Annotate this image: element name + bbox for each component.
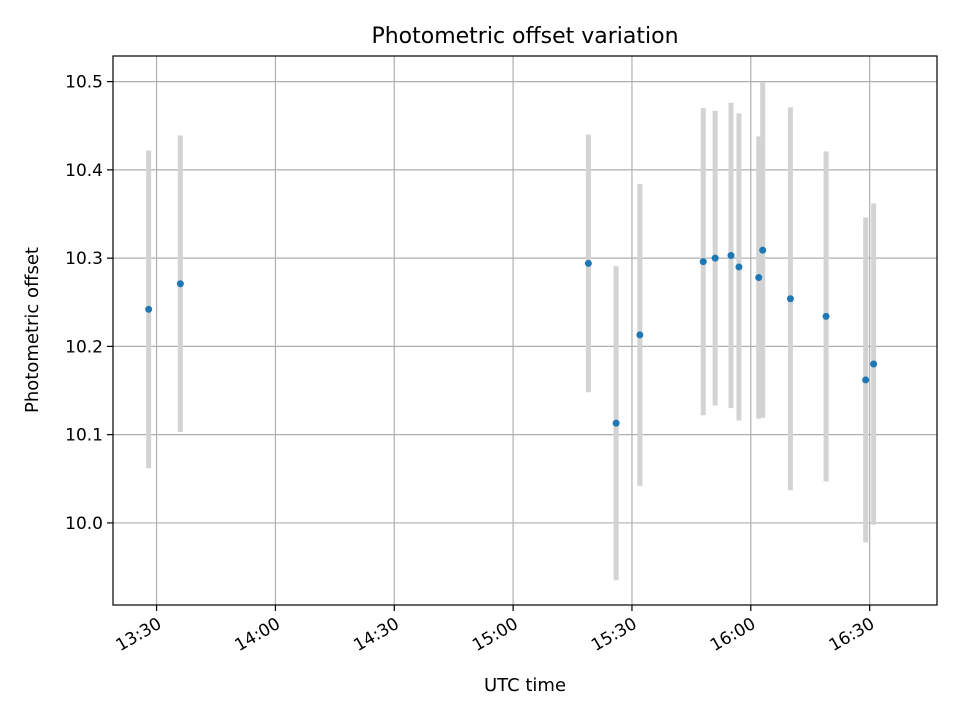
x-tick-label: 16:30 xyxy=(826,614,878,656)
x-tick-label: 13:30 xyxy=(113,614,165,656)
data-point xyxy=(822,312,830,320)
x-axis-label: UTC time xyxy=(484,675,566,696)
x-tick-label: 16:00 xyxy=(707,614,759,656)
data-point xyxy=(735,263,743,271)
data-point xyxy=(636,331,644,339)
data-point xyxy=(786,295,794,303)
y-axis-label: Photometric offset xyxy=(22,247,43,413)
data-point xyxy=(612,419,620,427)
y-tick-label: 10.5 xyxy=(65,73,103,93)
data-point xyxy=(699,258,707,266)
y-tick-label: 10.2 xyxy=(65,337,103,357)
chart-title: Photometric offset variation xyxy=(371,24,678,49)
data-point xyxy=(870,360,878,368)
data-point xyxy=(755,274,763,282)
y-tick-label: 10.0 xyxy=(65,514,103,534)
grid xyxy=(113,56,937,605)
data-point xyxy=(759,246,767,254)
x-tick-label: 15:30 xyxy=(588,614,640,656)
x-axis: 13:30 14:00 14:30 15:00 15:30 16:00 16:30 xyxy=(113,605,878,656)
y-tick-label: 10.4 xyxy=(65,161,103,181)
data-point xyxy=(862,376,870,384)
x-tick-label: 15:00 xyxy=(469,614,521,656)
data-point xyxy=(145,305,153,313)
data-point xyxy=(727,251,735,259)
data-point xyxy=(711,254,719,262)
data-point xyxy=(176,280,184,288)
data-points xyxy=(145,246,878,427)
plot-frame xyxy=(112,55,938,606)
y-tick-label: 10.3 xyxy=(65,249,103,269)
y-tick-label: 10.1 xyxy=(65,426,103,446)
data-point xyxy=(584,259,592,267)
x-tick-label: 14:00 xyxy=(231,614,283,656)
y-axis: 10.0 10.1 10.2 10.3 10.4 10.5 xyxy=(65,73,113,534)
x-tick-label: 14:30 xyxy=(350,614,402,656)
error-bars xyxy=(146,82,877,581)
